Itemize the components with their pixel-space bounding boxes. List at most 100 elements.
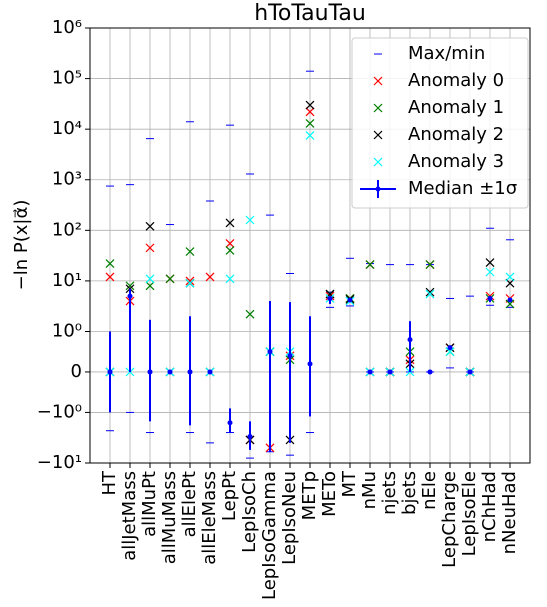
x-tick-label: LepIsoEle <box>459 471 480 556</box>
median-point <box>187 369 193 375</box>
median-point <box>447 345 453 351</box>
y-tick-label: 10² <box>52 219 82 240</box>
x-tick-label: MT <box>339 470 360 498</box>
marker-stroke <box>145 281 155 291</box>
anomaly-marker <box>225 274 235 284</box>
legend-label: Anomaly 3 <box>408 151 504 172</box>
marker-stroke <box>485 258 495 268</box>
marker-stroke <box>205 272 215 282</box>
anomaly-marker <box>425 260 435 270</box>
median-point <box>227 420 233 426</box>
legend-box <box>351 37 529 209</box>
anomaly-marker <box>505 278 515 288</box>
y-axis-label: −ln P(x|α⃗) <box>11 200 32 291</box>
marker-stroke <box>373 76 383 86</box>
median-point <box>267 349 273 355</box>
marker-stroke <box>105 272 115 282</box>
y-tick-label: 10³ <box>52 169 82 190</box>
marker-stroke <box>145 243 155 253</box>
x-tick-label: allMuMass <box>159 471 180 564</box>
marker-stroke <box>305 131 315 140</box>
legend-marker <box>373 76 383 86</box>
median-point <box>367 369 373 375</box>
median-point <box>307 361 313 367</box>
median-point <box>467 369 473 375</box>
anomaly-marker <box>445 347 455 357</box>
marker-stroke <box>425 260 435 270</box>
anomaly-marker <box>145 221 155 231</box>
y-tick-label: 10⁴ <box>52 118 82 139</box>
plot-frame <box>89 27 531 464</box>
marker-stroke <box>365 260 375 270</box>
marker-stroke <box>185 276 195 286</box>
median-point <box>347 297 353 303</box>
marker-stroke <box>305 118 315 128</box>
y-tick-label: 10⁵ <box>52 68 82 89</box>
anomaly-marker <box>305 131 315 140</box>
chart-title: hToTauTau <box>254 1 366 26</box>
anomaly-marker <box>185 278 195 288</box>
anomaly-marker <box>105 272 115 282</box>
anomaly-marker <box>125 281 135 291</box>
legend-marker <box>373 157 383 167</box>
median-point <box>507 297 513 303</box>
x-tick-label: HT <box>99 470 120 496</box>
median-point <box>387 369 393 375</box>
marker-stroke <box>505 278 515 288</box>
anomaly-marker <box>225 218 235 228</box>
x-tick-label: njets <box>379 471 400 515</box>
median-point <box>147 369 153 375</box>
legend: Max/min Anomaly 0 Anomaly 1 Anomaly 2 Anomal… <box>351 37 529 209</box>
marker-stroke <box>225 218 235 228</box>
x-tick-label: allEleMass <box>199 471 220 565</box>
marker-stroke <box>225 239 235 248</box>
y-tick-label: 0 <box>71 361 82 382</box>
marker-stroke <box>225 246 235 255</box>
anomaly-marker <box>165 274 175 284</box>
median-point <box>127 293 133 299</box>
marker-stroke <box>373 130 383 140</box>
legend-label: Anomaly 2 <box>408 124 504 145</box>
y-tick-label: −10¹ <box>37 452 82 473</box>
median-point <box>107 369 113 375</box>
marker-stroke <box>425 287 435 297</box>
anomaly-marker <box>105 259 115 269</box>
x-tick-label: LepIsoNeu <box>279 471 300 565</box>
anomaly-marker <box>425 287 435 297</box>
anomaly-marker <box>185 247 195 257</box>
marker-stroke <box>245 309 255 319</box>
median-point <box>207 369 213 375</box>
x-tick-label: LepCharge <box>439 471 460 568</box>
marker-stroke <box>245 215 255 225</box>
legend-marker <box>373 103 383 113</box>
y-tick-label: −10⁰ <box>37 401 82 422</box>
legend-label: Anomaly 0 <box>408 70 504 91</box>
median-point <box>487 295 493 301</box>
anomaly-marker <box>225 239 235 248</box>
anomaly-marker <box>425 289 435 299</box>
marker-stroke <box>485 267 495 277</box>
median-point <box>407 337 413 343</box>
anomaly-marker <box>145 281 155 291</box>
marker-stroke <box>225 274 235 284</box>
marker-stroke <box>373 103 383 113</box>
marker-stroke <box>145 221 155 231</box>
anomaly-marker <box>505 272 515 282</box>
marker-stroke <box>165 274 175 284</box>
marker-stroke <box>505 272 515 282</box>
anomaly-marker <box>225 246 235 255</box>
anomaly-marker <box>365 260 375 270</box>
legend-label: Anomaly 1 <box>408 97 504 118</box>
x-tick-label: nMu <box>359 471 380 509</box>
anomaly-marker <box>305 107 315 117</box>
anomaly-marker <box>245 309 255 319</box>
anomaly-marker <box>305 100 315 110</box>
anomaly-marker <box>145 243 155 253</box>
x-tick-label: allJetMass <box>119 471 140 561</box>
x-tick-label: nChHad <box>479 471 500 542</box>
x-tick-label: LepIsoCh <box>239 471 260 553</box>
anomaly-marker <box>305 118 315 128</box>
legend-marker <box>375 186 381 192</box>
marker-stroke <box>105 259 115 269</box>
